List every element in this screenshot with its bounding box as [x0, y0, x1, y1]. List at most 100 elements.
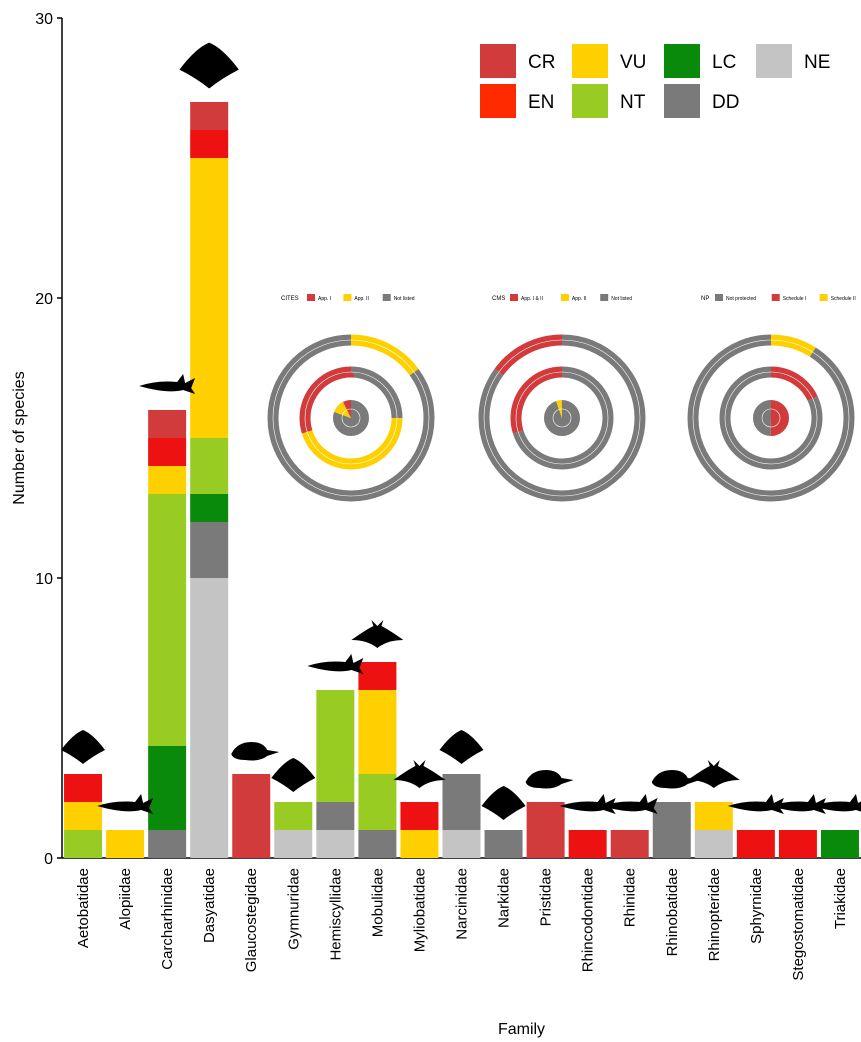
- inset-legend-swatch: [510, 294, 518, 301]
- bar-segment-carcharhinidae-dd: [148, 830, 187, 858]
- bar-gymnuridae: [274, 802, 313, 858]
- inset-np: NP Not protected Schedule I Schedule II: [687, 294, 856, 502]
- legend-label: NE: [804, 52, 830, 73]
- donut-ring-edge: [761, 408, 781, 428]
- silhouette-icon-stegostomatidae: [769, 794, 826, 814]
- legend-label: LC: [712, 52, 736, 73]
- legend-swatch: [480, 84, 516, 118]
- legend: CR VU LC NE EN NT DD: [480, 44, 830, 118]
- x-tick-label-rhinidae: Rhinidae: [622, 868, 639, 927]
- bar-pristidae: [526, 802, 565, 858]
- inset-title: NP: [701, 296, 709, 302]
- silhouette-icon-narkidae: [481, 786, 526, 820]
- legend-label: DD: [712, 92, 739, 113]
- bar-triakidae: [820, 830, 859, 858]
- bar-segment-aetobatidae-en: [64, 774, 103, 802]
- bar-glaucostegidae: [232, 774, 271, 858]
- x-tick-label-narkidae: Narkidae: [496, 868, 513, 928]
- legend-label: NT: [620, 92, 646, 113]
- bar-segment-aetobatidae-nt: [64, 830, 103, 858]
- inset-legend-swatch: [560, 294, 569, 301]
- bar-segment-dasyatidae-vu: [190, 158, 229, 438]
- y-axis-title: Number of species: [11, 371, 28, 504]
- inset-legend-label: App. II: [572, 296, 586, 302]
- inset-legend-label: Not protected: [726, 296, 756, 302]
- inset-legend-swatch: [600, 294, 609, 301]
- donut-ring-edge: [724, 371, 818, 465]
- bar-segment-narcinidae-ne: [442, 830, 481, 858]
- bar-segment-hemiscyllidae-ne: [316, 830, 355, 858]
- inset-legend-swatch: [819, 294, 828, 301]
- silhouette-icon-hemiscyllidae: [307, 654, 364, 674]
- legend-swatch: [756, 44, 792, 78]
- bar-segment-carcharhinidae-en: [148, 438, 187, 466]
- bar-segment-rhinopteridae-vu: [694, 802, 733, 830]
- bar-myliobatidae: [400, 802, 439, 858]
- x-tick-label-rhinopteridae: Rhinopteridae: [706, 868, 723, 961]
- x-tick-label-glaucostegidae: Glaucostegidae: [243, 868, 260, 972]
- bar-segment-gymnuridae-nt: [274, 802, 313, 830]
- legend-swatch: [572, 44, 608, 78]
- bar-segment-carcharhinidae-lc: [148, 746, 187, 830]
- x-tick-label-hemiscyllidae: Hemiscyllidae: [327, 868, 344, 961]
- legend-label: CR: [528, 52, 555, 73]
- bar-segment-sphyrnidae-en: [736, 830, 775, 858]
- inset-legend-label: App. I & II: [521, 296, 543, 302]
- legend-swatch: [664, 84, 700, 118]
- bar-segment-dasyatidae-dd: [190, 522, 229, 578]
- legend-swatch: [480, 44, 516, 78]
- bar-segment-dasyatidae-cr: [190, 102, 229, 130]
- legend-item-lc: LC: [664, 44, 736, 78]
- silhouette-icon-gymnuridae: [271, 758, 316, 792]
- y-tick-label: 20: [35, 291, 53, 308]
- donut-ring-edge: [272, 339, 430, 497]
- x-tick-label-dasyatidae: Dasyatidae: [201, 868, 218, 943]
- bar-segment-gymnuridae-ne: [274, 830, 313, 858]
- legend-label: VU: [620, 52, 646, 73]
- inset-donut-charts: CITES App. I App. II Not listed CMS App. I & …: [267, 294, 856, 502]
- x-tick-label-aetobatidae: Aetobatidae: [75, 868, 92, 948]
- silhouette-icon-dasyatidae: [179, 42, 239, 89]
- bar-segment-mobulidae-en: [358, 662, 397, 690]
- legend-item-nt: NT: [572, 84, 646, 118]
- inset-legend-swatch: [307, 294, 315, 301]
- silhouette-icon-pristidae: [525, 770, 574, 789]
- bar-narkidae: [484, 830, 523, 858]
- inset-legend-swatch: [771, 294, 780, 301]
- silhouettes: [61, 42, 861, 820]
- bar-segment-stegostomatidae-en: [778, 830, 817, 858]
- x-tick-label-mobulidae: Mobulidae: [369, 868, 386, 937]
- donut-ring-edge: [341, 408, 361, 428]
- bar-segment-narkidae-dd: [484, 830, 523, 858]
- inset-legend-label: Schedule II: [831, 296, 856, 302]
- bar-segment-alopiidae-vu: [106, 830, 145, 858]
- bar-hemiscyllidae: [316, 690, 355, 858]
- bar-aetobatidae: [64, 774, 103, 858]
- bar-rhinidae: [610, 830, 649, 858]
- legend-label: EN: [528, 92, 554, 113]
- bar-narcinidae: [442, 774, 481, 858]
- bar-segment-rhinobatidae-dd: [652, 802, 691, 858]
- bar-segment-hemiscyllidae-dd: [316, 802, 355, 830]
- y-ticks: 0 10 20 30: [35, 11, 62, 868]
- x-tick-label-gymnuridae: Gymnuridae: [285, 868, 302, 950]
- axes: 0 10 20 30 Number of species Family: [11, 11, 861, 1038]
- y-tick-label: 0: [44, 851, 53, 868]
- silhouette-icon-sphyrnidae: [727, 794, 784, 814]
- bar-segment-triakidae-lc: [820, 830, 859, 858]
- bar-segment-rhinopteridae-ne: [694, 830, 733, 858]
- bar-segment-myliobatidae-vu: [400, 830, 439, 858]
- bar-segment-dasyatidae-nt: [190, 438, 229, 494]
- x-tick-label-rhincodontidae: Rhincodontidae: [580, 868, 597, 972]
- x-tick-label-rhinobatidae: Rhinobatidae: [664, 868, 681, 956]
- legend-swatch: [572, 84, 608, 118]
- y-tick-label: 30: [35, 11, 53, 28]
- bar-segment-aetobatidae-vu: [64, 802, 103, 830]
- bar-segment-rhinidae-cr: [610, 830, 649, 858]
- donut-ring-edge: [304, 371, 398, 465]
- bar-carcharhinidae: [148, 410, 187, 858]
- bar-stegostomatidae: [778, 830, 817, 858]
- inset-legend-label: App. I: [318, 296, 331, 302]
- silhouette-icon-mobulidae: [351, 620, 404, 648]
- donut-ring-edge: [552, 408, 572, 428]
